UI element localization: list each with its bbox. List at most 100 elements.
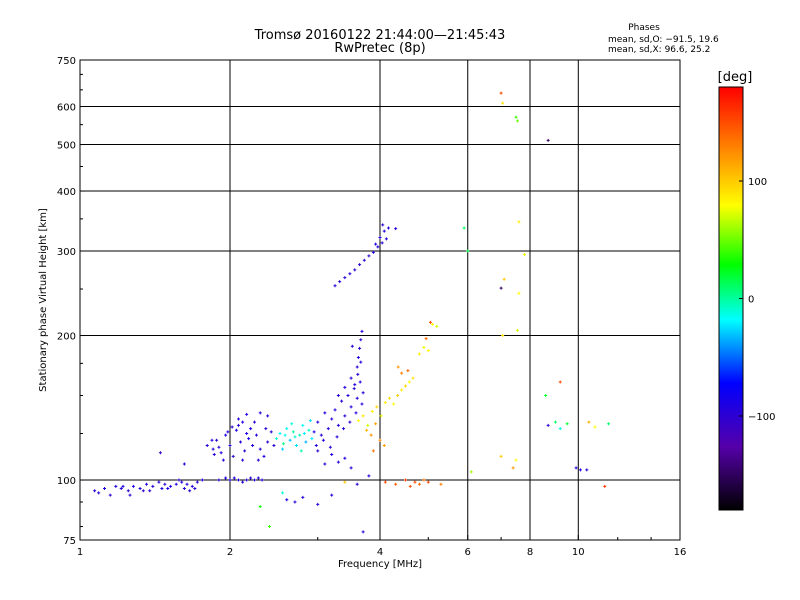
x-axis-label: Frequency [MHz] bbox=[338, 559, 422, 570]
colorbar-ticks: 100 0 −100 bbox=[739, 177, 775, 423]
data-point bbox=[131, 484, 135, 488]
data-point bbox=[511, 466, 515, 470]
data-point bbox=[392, 402, 396, 406]
data-points bbox=[93, 91, 611, 534]
data-point bbox=[381, 223, 385, 227]
data-point bbox=[323, 462, 327, 466]
colorbar-tick-label: −100 bbox=[748, 412, 775, 423]
data-point bbox=[185, 482, 189, 486]
data-point bbox=[353, 268, 357, 272]
data-point bbox=[266, 440, 270, 444]
y-tick-label: 100 bbox=[57, 476, 76, 487]
data-point bbox=[290, 422, 294, 426]
data-point bbox=[350, 344, 354, 348]
data-point bbox=[515, 328, 519, 332]
data-point bbox=[424, 337, 428, 341]
data-point bbox=[439, 482, 443, 486]
data-point bbox=[336, 460, 340, 464]
data-point bbox=[379, 414, 383, 418]
data-point bbox=[272, 444, 276, 448]
data-point bbox=[245, 412, 249, 416]
data-point bbox=[301, 495, 305, 499]
data-point bbox=[247, 437, 251, 441]
data-point bbox=[422, 478, 426, 482]
data-point bbox=[169, 484, 173, 488]
data-point bbox=[182, 487, 186, 491]
data-point bbox=[356, 372, 360, 376]
data-point bbox=[295, 444, 299, 448]
data-point bbox=[356, 419, 360, 423]
data-point bbox=[304, 440, 308, 444]
data-point bbox=[333, 284, 337, 288]
data-point bbox=[336, 394, 340, 398]
data-point bbox=[253, 420, 257, 424]
data-point bbox=[384, 237, 388, 241]
data-point bbox=[205, 444, 209, 448]
data-point bbox=[210, 438, 214, 442]
y-tick-label: 200 bbox=[57, 332, 76, 343]
data-point bbox=[301, 423, 305, 427]
data-point bbox=[394, 482, 398, 486]
data-point bbox=[361, 414, 365, 418]
data-point bbox=[359, 360, 363, 364]
data-point bbox=[230, 425, 234, 429]
data-point bbox=[241, 458, 245, 462]
data-point bbox=[226, 430, 230, 434]
data-point bbox=[163, 482, 167, 486]
data-point bbox=[587, 420, 591, 424]
data-point bbox=[338, 280, 342, 284]
data-point bbox=[267, 525, 271, 529]
data-point bbox=[501, 101, 505, 105]
data-point bbox=[558, 380, 562, 384]
data-point bbox=[256, 476, 260, 480]
y-tick-label: 400 bbox=[57, 187, 76, 198]
data-point bbox=[426, 349, 430, 353]
data-point bbox=[258, 505, 262, 509]
data-point bbox=[574, 466, 578, 470]
data-point bbox=[355, 482, 359, 486]
data-point bbox=[190, 484, 194, 488]
data-point bbox=[312, 430, 316, 434]
data-point bbox=[249, 427, 253, 431]
data-point bbox=[365, 428, 369, 432]
data-point bbox=[394, 227, 398, 231]
data-point bbox=[278, 432, 282, 436]
data-point bbox=[228, 444, 232, 448]
data-point bbox=[343, 456, 347, 460]
data-point bbox=[166, 487, 170, 491]
data-point bbox=[193, 487, 197, 491]
data-point bbox=[266, 414, 270, 418]
data-point bbox=[544, 394, 548, 398]
data-point bbox=[413, 480, 417, 484]
colorbar-label: [deg] bbox=[718, 70, 753, 85]
data-point bbox=[281, 447, 285, 451]
data-point bbox=[310, 437, 314, 441]
data-point bbox=[367, 474, 371, 478]
data-point bbox=[119, 487, 123, 491]
data-point bbox=[371, 449, 375, 453]
axis-ticks: 1 2 4 6 8 10 16 75 100 200 300 400 500 600 750 bbox=[57, 56, 686, 558]
data-point bbox=[367, 254, 371, 258]
data-point bbox=[578, 468, 582, 472]
data-point bbox=[281, 491, 285, 495]
chart-title: Tromsø 20160122 21:44:00—21:45:43 bbox=[254, 28, 506, 43]
data-point bbox=[349, 405, 353, 409]
data-point bbox=[283, 433, 287, 437]
data-point bbox=[262, 454, 266, 458]
data-point bbox=[160, 487, 164, 491]
data-point bbox=[358, 346, 362, 350]
data-point bbox=[217, 478, 221, 482]
data-point bbox=[396, 365, 400, 369]
data-point bbox=[546, 423, 550, 427]
data-point bbox=[336, 423, 340, 427]
data-point bbox=[383, 480, 387, 484]
data-point bbox=[514, 115, 518, 119]
data-point bbox=[232, 476, 236, 480]
data-point bbox=[239, 440, 243, 444]
y-tick-label: 75 bbox=[63, 536, 76, 547]
data-point bbox=[219, 451, 223, 455]
data-point bbox=[376, 245, 380, 249]
data-point bbox=[469, 470, 473, 474]
data-point bbox=[151, 484, 155, 488]
data-point bbox=[607, 422, 611, 426]
